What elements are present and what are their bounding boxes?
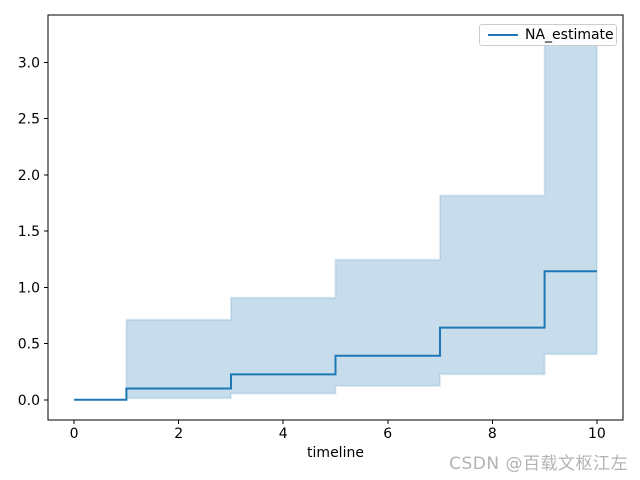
x-tick-label: 8 — [488, 426, 497, 442]
na-estimate-line — [74, 270, 597, 401]
x-axis-label: timeline — [307, 445, 364, 461]
legend: NA_estimate — [479, 24, 617, 46]
y-tick-label: 0.5 — [18, 337, 40, 353]
x-tick-label: 6 — [383, 426, 392, 442]
y-tick-label: 2.5 — [18, 112, 40, 128]
legend-line-sample — [488, 34, 518, 36]
x-tick-label: 2 — [174, 426, 183, 442]
y-tick-label: 0.0 — [18, 393, 40, 409]
legend-label: NA_estimate — [525, 27, 614, 43]
x-tick-label: 10 — [588, 426, 606, 442]
confidence-band — [125, 35, 598, 400]
y-tick-label: 1.5 — [18, 224, 40, 240]
y-tick-label: 1.0 — [18, 280, 40, 296]
y-tick-label: 2.0 — [18, 168, 40, 184]
watermark: CSDN @百载文枢江左 — [449, 454, 628, 474]
y-tick-label: 3.0 — [18, 55, 40, 71]
plot-spines — [47, 14, 624, 421]
x-tick-label: 4 — [279, 426, 288, 442]
x-tick-label: 0 — [70, 426, 79, 442]
